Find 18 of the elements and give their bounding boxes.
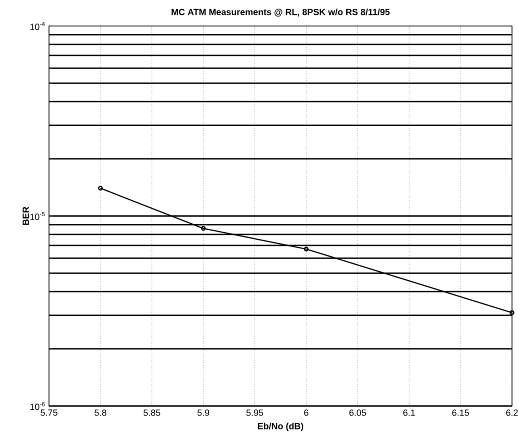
x-tick-label: 6 [304, 410, 308, 416]
x-axis-title: Eb/No (dB) [258, 422, 304, 432]
chart-title: MC ATM Measurements @ RL, 8PSK w/o RS 8/11/95 [172, 8, 390, 17]
x-tick-label: 6.05 [349, 410, 366, 416]
y-tick-label: 10$^{-6}$ [30, 402, 45, 410]
x-tick-label: 6.2 [506, 410, 518, 416]
x-tick-label: 6.1 [403, 410, 415, 416]
y-tick-label: 10$^{-4}$ [30, 22, 45, 30]
point [304, 246, 309, 252]
x-tick-label: 6.15 [452, 410, 469, 416]
x-tick-label: 5.85 [144, 410, 160, 416]
x-tick-label: 5.95 [246, 410, 264, 416]
point [200, 226, 206, 231]
y-tick-label: 10$^{-5}$ [30, 212, 45, 220]
x-tick-label: 5.8 [94, 410, 106, 416]
x-tick-label: 5.75 [40, 410, 58, 416]
y-axis-title: BER [22, 206, 29, 225]
x-tick-label: 5.9 [197, 410, 210, 416]
